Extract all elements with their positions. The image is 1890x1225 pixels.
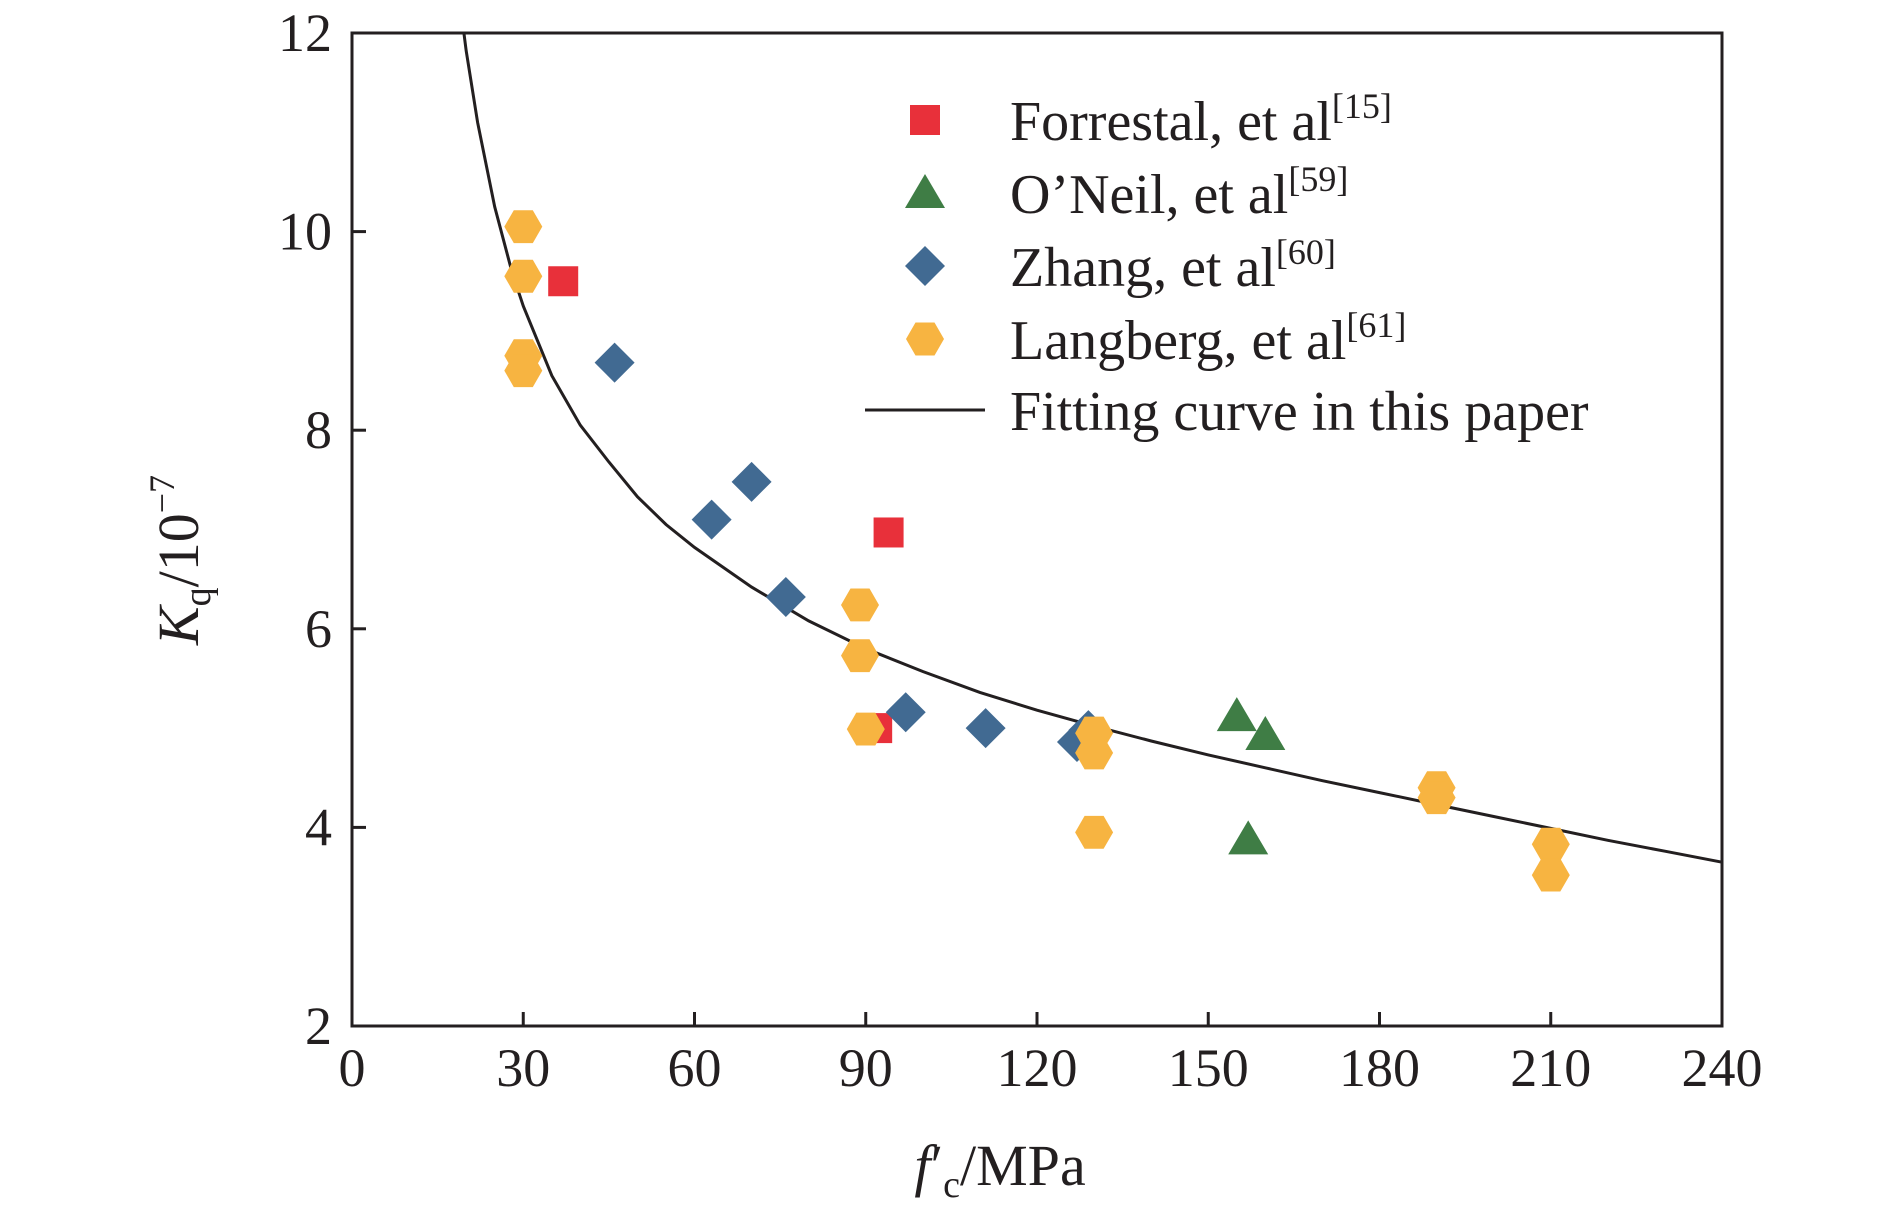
point-langberg-et-al [1531, 827, 1570, 861]
legend-marker-triangle [905, 174, 945, 208]
legend-marker-diamond [905, 246, 945, 286]
plot-layer [462, 32, 1723, 892]
x-tick-label: 210 [1510, 1038, 1591, 1098]
point-langberg-et-al [504, 354, 543, 388]
point-langberg-et-al [841, 588, 879, 622]
point-zhang-et-al [965, 708, 1006, 749]
point-langberg-et-al [504, 210, 543, 244]
point-o-neil-et-al [1216, 697, 1257, 732]
legend-label: Forrestal, et al[15] [1010, 86, 1392, 153]
y-tick-label: 8 [305, 400, 332, 460]
point-langberg-et-al [1531, 858, 1570, 892]
legend-label: O’Neil, et al[59] [1010, 159, 1348, 226]
point-langberg-et-al [1075, 815, 1114, 849]
y-tick-label: 12 [278, 3, 332, 63]
legend-marker-hexagon [906, 322, 944, 356]
legend-label: Zhang, et al[60] [1010, 232, 1336, 299]
y-tick-label: 10 [278, 202, 332, 262]
y-axis-title: Kq/10−7 [142, 475, 219, 646]
x-tick-label: 0 [339, 1038, 366, 1098]
y-tick-label: 4 [305, 797, 332, 857]
legend: Forrestal, et al[15]O’Neil, et al[59]Zha… [865, 86, 1589, 443]
point-zhang-et-al [691, 499, 732, 540]
y-tick-label: 6 [305, 599, 332, 659]
point-langberg-et-al [1075, 736, 1114, 770]
x-axis-title: f′c/MPa [914, 1133, 1085, 1206]
point-forrestal-et-al [873, 517, 904, 548]
plot-frame [350, 31, 1724, 1028]
x-tick-label: 180 [1339, 1038, 1420, 1098]
point-forrestal-et-al [548, 266, 579, 297]
y-tick-label: 2 [305, 996, 332, 1056]
x-tick-label: 240 [1682, 1038, 1763, 1098]
point-zhang-et-al [885, 692, 926, 733]
point-langberg-et-al [504, 259, 543, 293]
x-tick-label: 30 [496, 1038, 550, 1098]
point-o-neil-et-al [1228, 820, 1269, 855]
x-tick-label: 150 [1168, 1038, 1249, 1098]
point-zhang-et-al [765, 577, 806, 618]
point-zhang-et-al [731, 461, 772, 502]
point-o-neil-et-al [1245, 716, 1286, 751]
point-zhang-et-al [594, 342, 635, 383]
x-tick-label: 120 [997, 1038, 1078, 1098]
point-langberg-et-al [1417, 781, 1456, 815]
x-tick-label: 90 [839, 1038, 893, 1098]
legend-marker-square [910, 105, 940, 135]
legend-label: Fitting curve in this paper [1010, 381, 1589, 443]
x-tick-label: 60 [668, 1038, 722, 1098]
legend-label: Langberg, et al[61] [1010, 305, 1406, 372]
point-langberg-et-al [846, 712, 885, 746]
point-langberg-et-al [841, 639, 879, 673]
